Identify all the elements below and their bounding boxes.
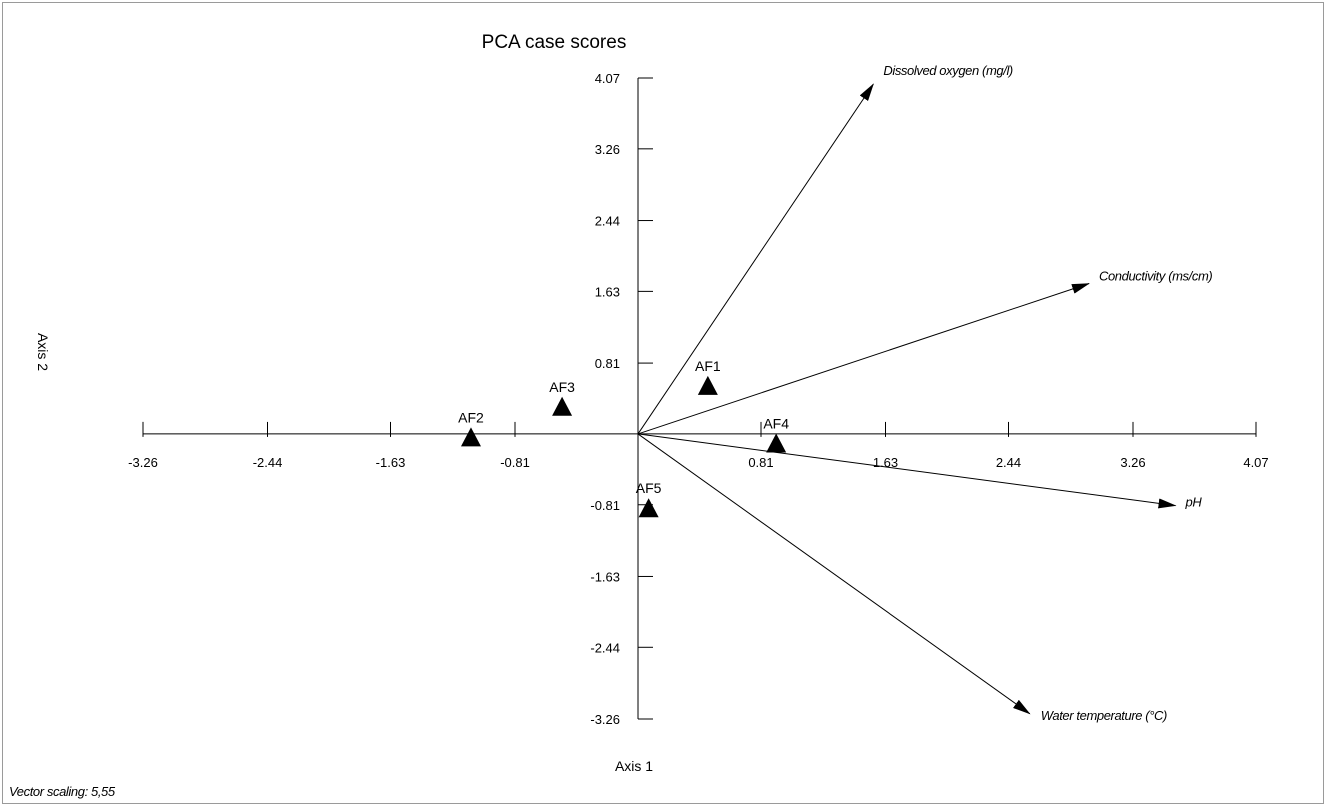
point-label: AF1 <box>695 358 721 374</box>
y-tick-label: -1.63 <box>590 569 620 584</box>
point-marker <box>638 498 659 518</box>
y-tick-label: -3.26 <box>590 712 620 727</box>
vectors: Dissolved oxygen (mg/l) Conductivity (ms/… <box>637 63 1213 723</box>
x-tick-label: 0.81 <box>748 455 773 470</box>
point-label: AF5 <box>636 480 662 496</box>
points: AF1 AF2 AF3 AF4 AF5 <box>458 358 789 518</box>
y-tick-label: 3.26 <box>595 142 620 157</box>
vector-label: Water temperature (°C) <box>1041 708 1167 723</box>
x-tick-label: -0.81 <box>500 455 530 470</box>
vector-arrow <box>637 433 1177 509</box>
y-axis: 4.07 3.26 2.44 1.63 0.81 -0.81 -1.63 -2.44 -3.26 <box>590 71 654 727</box>
point-label: AF3 <box>549 379 575 395</box>
vector-scaling-note: Vector scaling: 5,55 <box>9 784 116 799</box>
vector-label: Conductivity (ms/cm) <box>1099 269 1212 284</box>
point-marker <box>697 375 718 395</box>
point-marker <box>552 396 573 416</box>
y-tick-label: 2.44 <box>595 214 620 229</box>
x-tick-label: -1.63 <box>376 455 406 470</box>
y-tick-label: -2.44 <box>590 640 620 655</box>
vector-label: Dissolved oxygen (mg/l) <box>883 63 1013 78</box>
x-axis-title: Axis 1 <box>615 758 653 774</box>
y-tick-label: 4.07 <box>595 71 620 86</box>
point-label: AF2 <box>458 409 484 425</box>
x-tick-label: 3.26 <box>1120 455 1145 470</box>
point-label: AF4 <box>763 416 789 432</box>
x-tick-label: -2.44 <box>253 455 283 470</box>
y-tick-label: 0.81 <box>595 356 620 371</box>
vector-arrow <box>637 433 1031 715</box>
chart-title: PCA case scores <box>482 32 627 53</box>
y-axis-title: Axis 2 <box>35 333 51 371</box>
vector-label: pH <box>1185 495 1203 510</box>
x-tick-label: 2.44 <box>996 455 1021 470</box>
point-marker <box>766 433 787 453</box>
x-tick-label: -3.26 <box>128 455 158 470</box>
point-marker <box>460 427 481 447</box>
x-axis: -3.26 -2.44 -1.63 -0.81 0.81 1.63 2.44 3.26 4.07 <box>128 421 1269 470</box>
vector-arrow <box>637 83 874 435</box>
y-tick-label: -0.81 <box>590 498 620 513</box>
vector-arrow <box>637 283 1090 435</box>
y-tick-label: 1.63 <box>595 284 620 299</box>
x-tick-label: 4.07 <box>1243 455 1268 470</box>
